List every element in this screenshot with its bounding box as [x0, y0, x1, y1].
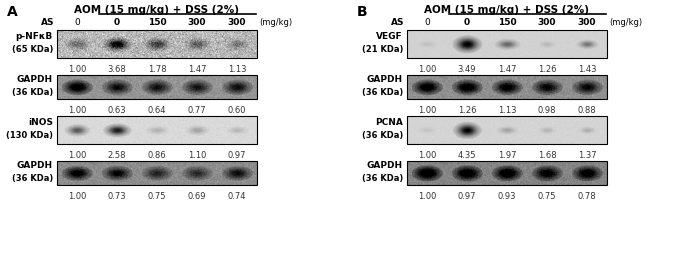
Bar — [407, 75, 607, 99]
Text: PCNA: PCNA — [375, 118, 403, 127]
Text: 0.75: 0.75 — [148, 192, 167, 201]
Text: 1.47: 1.47 — [498, 65, 517, 74]
Text: (36 KDa): (36 KDa) — [362, 88, 403, 97]
Text: GAPDH: GAPDH — [17, 161, 53, 170]
Text: 0: 0 — [464, 18, 470, 27]
Text: 1.00: 1.00 — [68, 65, 86, 74]
Text: 0.75: 0.75 — [538, 192, 556, 201]
Text: 1.00: 1.00 — [418, 192, 436, 201]
Text: (36 KDa): (36 KDa) — [362, 174, 403, 183]
Bar — [57, 30, 257, 58]
Text: 150: 150 — [148, 18, 167, 27]
Text: (36 KDa): (36 KDa) — [12, 174, 53, 183]
Text: (mg/kg): (mg/kg) — [609, 18, 642, 27]
Text: 4.35: 4.35 — [458, 151, 476, 160]
Text: 0.69: 0.69 — [188, 192, 206, 201]
Text: 300: 300 — [188, 18, 206, 27]
Text: 2.58: 2.58 — [108, 151, 126, 160]
Text: GAPDH: GAPDH — [17, 75, 53, 84]
Text: 300: 300 — [538, 18, 556, 27]
Bar — [407, 161, 607, 185]
Text: 0.98: 0.98 — [538, 106, 556, 115]
Bar — [407, 116, 607, 144]
Text: (130 KDa): (130 KDa) — [6, 131, 53, 140]
Text: 1.13: 1.13 — [228, 65, 246, 74]
Text: AS: AS — [391, 18, 404, 27]
Text: 1.47: 1.47 — [188, 65, 206, 74]
Text: 1.00: 1.00 — [418, 65, 436, 74]
Text: A: A — [7, 5, 18, 19]
Text: 0.88: 0.88 — [578, 106, 596, 115]
Text: 3.68: 3.68 — [108, 65, 127, 74]
Text: B: B — [357, 5, 368, 19]
Text: (21 KDa): (21 KDa) — [362, 45, 403, 54]
Text: 0.63: 0.63 — [108, 106, 126, 115]
Text: 1.26: 1.26 — [538, 65, 556, 74]
Text: VEGF: VEGF — [377, 32, 403, 41]
Text: 1.68: 1.68 — [538, 151, 556, 160]
Text: 0.74: 0.74 — [228, 192, 246, 201]
Text: (65 KDa): (65 KDa) — [12, 45, 53, 54]
Text: 0: 0 — [114, 18, 120, 27]
Text: 300: 300 — [228, 18, 246, 27]
Text: 1.97: 1.97 — [498, 151, 517, 160]
Text: 1.13: 1.13 — [498, 106, 517, 115]
Text: 1.00: 1.00 — [68, 192, 86, 201]
Text: 1.43: 1.43 — [578, 65, 596, 74]
Text: 1.00: 1.00 — [418, 151, 436, 160]
Text: 0.97: 0.97 — [458, 192, 476, 201]
Text: 1.00: 1.00 — [418, 106, 436, 115]
Text: (mg/kg): (mg/kg) — [259, 18, 292, 27]
Text: 0: 0 — [74, 18, 80, 27]
Text: 0.77: 0.77 — [188, 106, 206, 115]
Bar — [57, 75, 257, 99]
Text: 0.86: 0.86 — [148, 151, 167, 160]
Text: 1.78: 1.78 — [148, 65, 167, 74]
Text: 0: 0 — [424, 18, 430, 27]
Text: GAPDH: GAPDH — [367, 161, 403, 170]
Text: 1.10: 1.10 — [188, 151, 206, 160]
Text: 0.78: 0.78 — [578, 192, 596, 201]
Text: AS: AS — [41, 18, 54, 27]
Text: 300: 300 — [578, 18, 596, 27]
Text: 0.97: 0.97 — [228, 151, 246, 160]
Bar — [407, 30, 607, 58]
Bar — [57, 161, 257, 185]
Text: (36 KDa): (36 KDa) — [362, 131, 403, 140]
Text: 3.49: 3.49 — [458, 65, 476, 74]
Text: 1.00: 1.00 — [68, 151, 86, 160]
Text: 0.73: 0.73 — [108, 192, 126, 201]
Text: p-NFκB: p-NFκB — [15, 32, 53, 41]
Text: 150: 150 — [498, 18, 517, 27]
Text: (36 KDa): (36 KDa) — [12, 88, 53, 97]
Text: 0.60: 0.60 — [228, 106, 246, 115]
Text: iNOS: iNOS — [28, 118, 53, 127]
Text: 0.64: 0.64 — [148, 106, 167, 115]
Text: GAPDH: GAPDH — [367, 75, 403, 84]
Text: AOM (15 mg/kg) + DSS (2%): AOM (15 mg/kg) + DSS (2%) — [74, 5, 239, 15]
Text: 1.26: 1.26 — [458, 106, 476, 115]
Text: 1.00: 1.00 — [68, 106, 86, 115]
Text: 1.37: 1.37 — [578, 151, 596, 160]
Text: AOM (15 mg/kg) + DSS (2%): AOM (15 mg/kg) + DSS (2%) — [424, 5, 589, 15]
Text: 0.93: 0.93 — [498, 192, 517, 201]
Bar — [57, 116, 257, 144]
